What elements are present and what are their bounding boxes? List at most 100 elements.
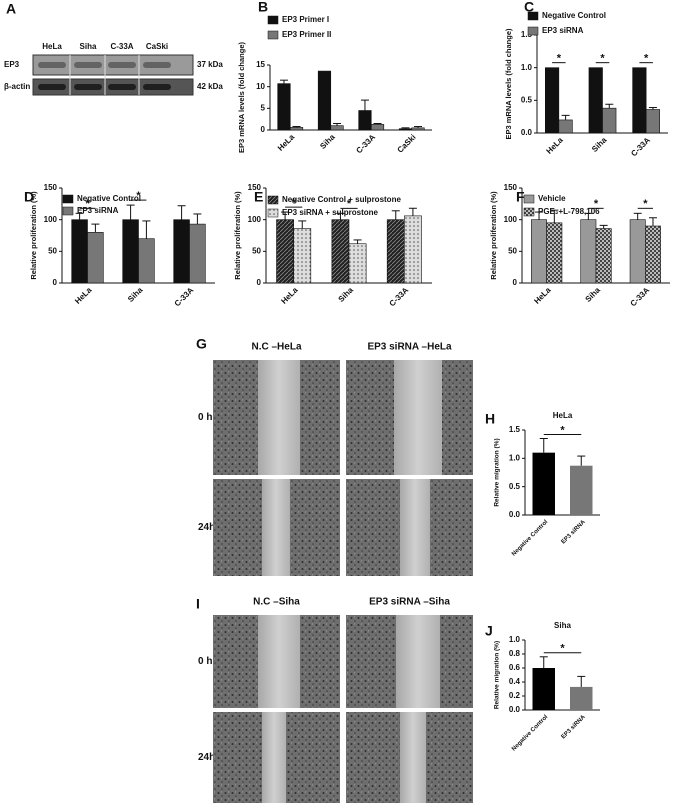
y-axis-label: Relative migration (%) [494,438,501,506]
y-tick-label: 0.0 [521,128,533,137]
x-tick-label: C-33A [173,285,196,308]
panel-label: I [196,596,200,612]
blot-band [74,84,102,90]
blot-band [38,62,66,68]
significance-label: * [560,424,565,436]
y-axis-label: EP3 mRNA levels (fold change) [237,41,246,153]
y-tick-label: 0.6 [509,663,521,672]
wound-gap [258,360,300,475]
legend-label: EP3 siRNA [77,206,119,215]
x-tick-label: EP3 siRNA [561,714,588,741]
bar [645,109,661,134]
legend-swatch [527,26,539,36]
x-tick-label: Siha [318,132,337,151]
legend-label: EP3 siRNA + sulprostone [282,208,379,217]
panel-label: H [485,411,495,427]
bar [348,243,367,284]
legend-label: Vehicle [538,194,566,203]
y-tick-label: 0 [257,278,262,287]
bar [293,228,312,284]
bar [189,223,206,284]
legend-swatch [527,11,539,21]
significance-label: * [292,197,297,209]
legend-label: EP3 Primer II [282,30,331,39]
image-column-title: EP3 siRNA –Siha [369,597,450,608]
bar [570,465,593,515]
panel-label: D [24,189,34,205]
legend-swatch [62,206,74,216]
y-tick-label: 50 [508,246,517,255]
y-tick-label: 0 [53,278,58,287]
blot-band [108,62,136,68]
significance-label: * [136,190,141,202]
y-tick-label: 0 [513,278,518,287]
significance-label: * [347,198,352,210]
y-tick-label: 50 [252,246,261,255]
significance-label: * [600,53,605,65]
bar [629,219,646,284]
y-tick-label: 0.0 [509,510,521,519]
bar [404,215,422,284]
x-tick-label: C-33A [629,135,652,158]
x-tick-label: HeLa [73,285,94,306]
lane-label: C-33A [110,42,133,51]
x-tick-label: Siha [584,285,603,304]
x-tick-label: Siha [590,135,609,154]
significance-label: * [560,643,565,655]
x-tick-label: Negative Control [511,714,549,752]
bar [330,125,344,131]
x-tick-label: EP3 siRNA [561,519,588,546]
blot-band [74,62,102,68]
lane-label: HeLa [42,42,62,51]
row-label: β-actin [4,82,30,91]
bar [558,119,573,134]
bar [531,219,547,284]
bar [71,219,88,284]
legend-swatch [267,195,279,205]
bar [632,67,647,134]
y-tick-label: 100 [44,215,58,224]
bar [370,124,385,131]
legend-label: EP3 siRNA [542,26,584,35]
image-column-title: N.C –Siha [253,597,300,608]
blot-band [143,62,171,68]
x-tick-label: Siha [126,285,145,304]
x-tick-label: HeLa [532,285,553,306]
bar [289,127,304,131]
y-tick-label: 0.0 [509,705,521,714]
legend-swatch [523,194,535,204]
wound-gap [396,615,440,708]
blot-band [108,84,136,90]
legend-swatch [62,194,74,204]
wound-gap [394,360,442,475]
legend-swatch [523,207,535,217]
bar [277,83,291,131]
y-tick-label: 150 [44,183,58,192]
x-tick-label: C-33A [388,285,411,308]
bar [595,228,612,284]
legend-swatch [267,15,279,25]
panel-label: J [485,623,493,639]
legend-label: PGE₂+L-798,106 [538,207,600,216]
x-tick-label: Negative Control [511,519,549,557]
legend-label: Negative Control + sulprostone [282,195,401,204]
x-tick-label: CaSki [396,133,418,155]
image-column-title: N.C –HeLa [251,342,301,353]
bar [138,238,155,284]
image-column-title: EP3 siRNA –HeLa [367,342,452,353]
panel-label: C [524,0,534,15]
panel-label: A [6,1,16,17]
y-tick-label: 0.5 [521,95,533,104]
bar [645,225,661,284]
image-row-label: 0 h [198,412,212,423]
bar [386,219,405,284]
bar [588,67,603,134]
legend-label: Negative Control [77,194,141,203]
y-tick-label: 5 [261,103,266,112]
image-row-label: 24h [198,752,215,763]
wound-gap [400,479,430,576]
bar [544,67,560,134]
bar [276,219,294,284]
y-axis-label: Relative migration (%) [494,641,501,709]
row-label: EP3 [4,60,20,69]
